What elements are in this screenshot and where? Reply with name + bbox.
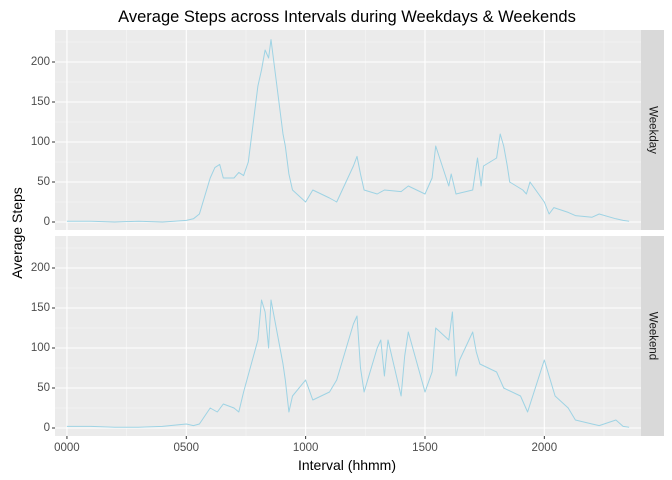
x-tick-label: 0500 <box>173 442 199 454</box>
y-tick-label: 100 <box>31 136 50 148</box>
panel-background <box>55 236 641 436</box>
x-tick-label: 0000 <box>54 442 80 454</box>
y-axis-title: Average Steps <box>9 187 25 279</box>
facet-strip <box>641 30 664 230</box>
series-line-weekend <box>66 299 630 428</box>
x-axis: 0000 0500 1000 1500 2000 <box>54 436 557 454</box>
y-tick-label: 200 <box>31 262 50 274</box>
facet-label-weekend: Weekend <box>647 312 659 360</box>
y-axis: 0 50 100 150 200 0 50 100 150 200 <box>31 56 55 434</box>
x-tick-label: 2000 <box>532 442 558 454</box>
y-tick-label: 200 <box>31 56 50 68</box>
y-tick-label: 100 <box>31 342 50 354</box>
series-line-weekday <box>66 39 630 223</box>
y-tick-label: 0 <box>44 216 50 228</box>
facet-strip <box>641 236 664 436</box>
panel-background <box>55 30 641 230</box>
x-tick-label: 1000 <box>293 442 319 454</box>
y-tick-label: 150 <box>31 96 50 108</box>
y-tick-label: 150 <box>31 302 50 314</box>
x-tick-label: 1500 <box>412 442 438 454</box>
chart-title: Average Steps across Intervals during We… <box>118 8 576 26</box>
panel-weekend: Weekend <box>55 236 664 436</box>
x-axis-title: Interval (hhmm) <box>298 457 396 473</box>
panel-weekday: Weekday <box>55 30 664 230</box>
y-tick-label: 0 <box>44 422 50 434</box>
facet-label-weekday: Weekday <box>647 106 659 154</box>
y-tick-label: 50 <box>37 382 50 394</box>
y-tick-label: 50 <box>37 176 50 188</box>
